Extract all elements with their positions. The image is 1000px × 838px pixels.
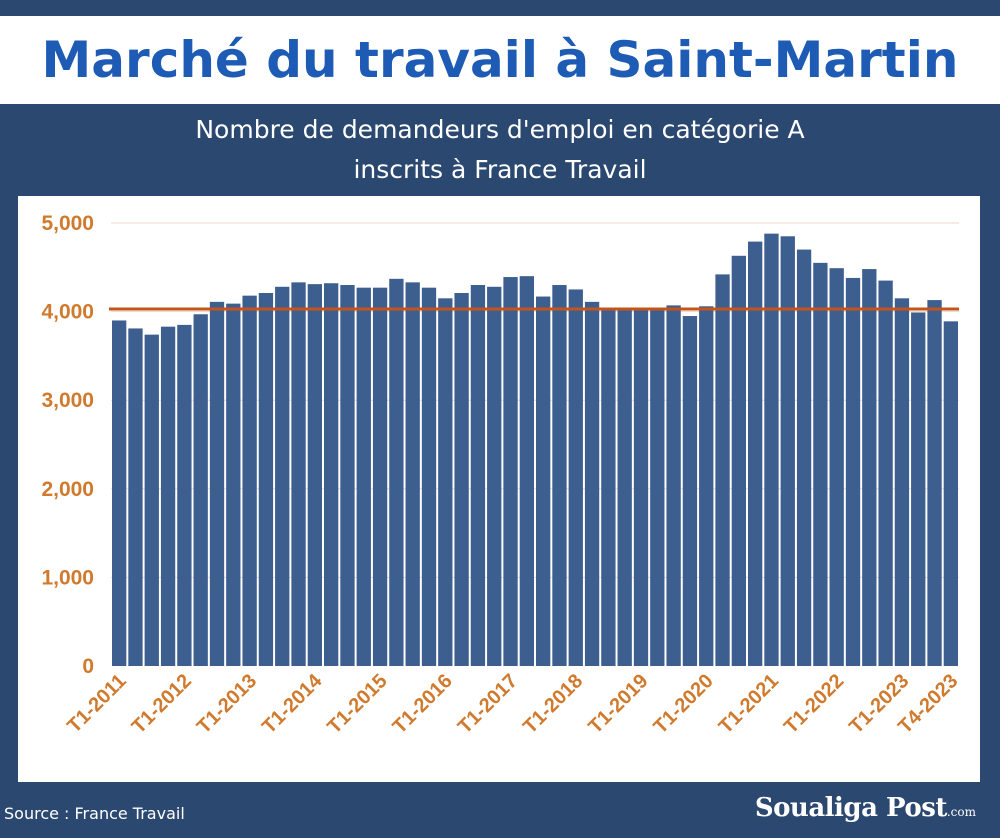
chart-panel: 0 1,000 2,000 3,000 4,000 5,000 T1-2011 T1-201… <box>18 196 980 782</box>
bar-T2-2015 <box>389 278 404 666</box>
subtitle-line-1: Nombre de demandeurs d'emploi en catégor… <box>195 115 805 144</box>
bar-T1-2016 <box>438 298 453 666</box>
bar-T3-2013 <box>275 286 290 666</box>
bar-T2-2023 <box>911 312 926 666</box>
y-tick-label: 0 <box>82 655 94 678</box>
bar-T2-2018 <box>584 301 600 666</box>
bar-T1-2014 <box>307 284 322 666</box>
bar-T1-2017 <box>503 277 518 666</box>
bar-T2-2019 <box>650 308 665 666</box>
bar-T4-2019 <box>682 316 698 666</box>
bar-T3-2022 <box>862 269 877 666</box>
bar-T2-2022 <box>845 277 861 666</box>
bar-T3-2016 <box>470 285 486 666</box>
bar-T1-2011 <box>112 320 127 666</box>
brand-tld: .com <box>946 805 976 819</box>
bar-T2-2012 <box>193 314 208 666</box>
bar-T2-2017 <box>519 276 534 666</box>
bar-T4-2017 <box>552 285 567 666</box>
bar-T4-2015 <box>421 287 437 666</box>
bar-T3-2015 <box>405 282 420 666</box>
bar-T4-2020 <box>748 241 763 666</box>
bar-T1-2013 <box>242 295 257 666</box>
x-tick-label: T1-2012 <box>128 670 196 738</box>
bar-T3-2023 <box>927 300 942 666</box>
page-title: Marché du travail à Saint-Martin <box>41 31 959 89</box>
bar-T4-2011 <box>160 326 176 666</box>
bar-T1-2021 <box>764 233 779 666</box>
bar-T2-2020 <box>715 274 730 666</box>
x-tick-label: T1-2021 <box>715 670 783 738</box>
bar-T4-2016 <box>487 286 502 666</box>
bar-T1-2020 <box>699 306 714 666</box>
chart-subtitle: Nombre de demandeurs d'emploi en catégor… <box>0 110 1000 190</box>
bar-T4-2018 <box>617 308 632 666</box>
bar-T3-2019 <box>666 305 681 666</box>
bar-T3-2018 <box>601 308 616 666</box>
bar-T4-2014 <box>356 287 371 666</box>
subtitle-line-2: inscrits à France Travail <box>353 155 647 184</box>
bar-T2-2013 <box>258 292 274 666</box>
x-tick-label: T1-2020 <box>650 670 718 738</box>
bar-T4-2021 <box>813 262 828 666</box>
brand-logo: Soualiga Post.com <box>755 793 976 823</box>
x-tick-label: T1-2016 <box>389 670 457 738</box>
bar-T3-2021 <box>796 249 812 666</box>
bar-T1-2022 <box>829 268 844 666</box>
y-tick-label: 2,000 <box>41 478 94 501</box>
bar-T4-2022 <box>878 280 893 666</box>
brand-name: Soualiga Post <box>754 793 948 823</box>
bar-T3-2012 <box>209 301 225 666</box>
x-axis-ticks: T1-2011T1-2012T1-2013T1-2014T1-2015T1-20… <box>63 669 962 738</box>
x-tick-label: T1-2017 <box>454 670 522 738</box>
bar-T1-2012 <box>177 324 192 666</box>
bar-T1-2023 <box>894 298 910 666</box>
x-tick-label: T1-2013 <box>193 670 261 738</box>
title-band: Marché du travail à Saint-Martin <box>0 16 1000 104</box>
x-tick-label: T1-2011 <box>63 670 130 737</box>
bar-T2-2016 <box>454 292 469 666</box>
bar-T3-2017 <box>536 296 551 666</box>
x-tick-label: T1-2022 <box>780 670 848 738</box>
bar-T3-2011 <box>144 334 159 666</box>
bar-T1-2018 <box>568 289 583 666</box>
x-tick-label: T1-2015 <box>323 670 391 738</box>
source-note: Source : France Travail <box>4 804 185 823</box>
bar-T1-2019 <box>633 308 649 666</box>
bar-T3-2014 <box>340 285 355 666</box>
bar-T2-2014 <box>324 283 339 666</box>
bar-T2-2011 <box>128 328 143 666</box>
x-tick-label: T1-2018 <box>519 670 587 738</box>
bar-T1-2015 <box>372 287 388 666</box>
x-tick-label: T1-2014 <box>258 669 327 738</box>
y-tick-label: 1,000 <box>41 566 94 589</box>
bar-T4-2023 <box>943 321 958 666</box>
y-tick-label: 4,000 <box>41 301 94 324</box>
y-tick-label: 3,000 <box>41 389 94 412</box>
bar-T4-2012 <box>226 303 241 666</box>
bar-T2-2021 <box>780 236 795 666</box>
bars <box>112 233 958 667</box>
y-tick-label: 5,000 <box>41 212 94 235</box>
y-axis-ticks: 0 1,000 2,000 3,000 4,000 5,000 <box>41 212 94 678</box>
bar-T3-2020 <box>731 255 746 667</box>
bar-T4-2013 <box>291 282 306 666</box>
x-tick-label: T1-2019 <box>584 670 652 738</box>
